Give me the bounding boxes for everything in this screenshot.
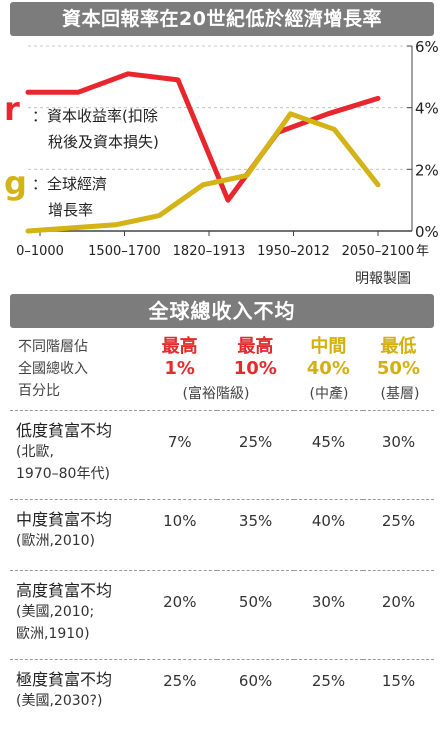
table-cell: 25% — [217, 411, 294, 500]
table-cell: 25% — [142, 660, 217, 731]
row-subtitle: 1970–80年代) — [16, 463, 142, 485]
income-inequality-rows: 低度貧富不均 (北歐, 1970–80年代) 7% 25% 45% 30% 中度… — [10, 410, 434, 731]
cell-value: 50% — [217, 571, 294, 611]
table-row: 低度貧富不均 (北歐, 1970–80年代) 7% 25% 45% 30% — [10, 411, 434, 500]
cell-value: 45% — [294, 411, 363, 451]
table-cell: 45% — [294, 411, 363, 500]
column-label: 最高 — [237, 336, 273, 357]
cell-value: 25% — [363, 500, 434, 530]
y-tick-label: 2% — [415, 161, 439, 179]
legend-text-r: 稅後及資本損失) — [48, 133, 159, 151]
subheader-wealthy: (富裕階級) — [138, 383, 294, 403]
legend-text-g: ：全球經濟 — [32, 175, 107, 193]
row-label: 低度貧富不均 (北歐, 1970–80年代) — [10, 411, 142, 500]
table-cell: 35% — [217, 500, 294, 571]
table-row: 極度貧富不均 (美國,2030?) 25% 60% 25% 15% — [10, 660, 434, 731]
x-axis-suffix: 年 — [416, 244, 429, 259]
table-cell: 25% — [363, 500, 434, 571]
row-title: 極度貧富不均 — [16, 670, 142, 690]
row-title: 高度貧富不均 — [16, 581, 142, 601]
header-label-line: 全國總收入 — [18, 358, 142, 380]
legend-text-g: 增長率 — [48, 201, 93, 219]
cell-value: 30% — [294, 571, 363, 611]
row-title: 中度貧富不均 — [16, 510, 142, 530]
table-cell: 50% — [217, 571, 294, 660]
cell-value: 20% — [363, 571, 434, 611]
x-tick-label: 1500–1700 — [88, 244, 161, 259]
table-row: 中度貧富不均 (歐洲,2010) 10% 35% 40% 25% — [10, 500, 434, 571]
row-title: 低度貧富不均 — [16, 421, 142, 441]
row-label: 極度貧富不均 (美國,2030?) — [10, 660, 142, 731]
column-value: 10% — [217, 358, 294, 380]
y-tick-label: 4% — [415, 100, 439, 118]
legend-letter-r: r — [4, 90, 20, 128]
table-cell: 15% — [363, 660, 434, 731]
table-cell: 25% — [294, 660, 363, 731]
row-subtitle: (美國,2030?) — [16, 690, 142, 712]
credit-label: 明報製圖 — [355, 268, 411, 288]
row-label: 中度貧富不均 (歐洲,2010) — [10, 500, 142, 571]
subheader-base: (基層) — [364, 383, 436, 403]
table-cell: 40% — [294, 500, 363, 571]
row-label: 高度貧富不均 (美國,2010; 歐洲,1910) — [10, 571, 142, 660]
line-chart: 0% 2% 4% 6% 0–1000 1500–1700 1820–1913 1950–201… — [0, 0, 444, 292]
header-label-line: 百分比 — [18, 380, 142, 402]
legend-text-r: ：資本收益率(扣除 — [32, 107, 158, 125]
cell-value: 20% — [142, 571, 217, 611]
cell-value: 10% — [142, 500, 217, 530]
column-label: 最高 — [162, 336, 198, 357]
table-cell: 10% — [142, 500, 217, 571]
table-cell: 7% — [142, 411, 217, 500]
cell-value: 25% — [142, 660, 217, 690]
x-tick-label: 1820–1913 — [173, 244, 246, 259]
cell-value: 60% — [217, 660, 294, 690]
x-tick-label: 2050–2100 — [342, 244, 415, 259]
column-label: 中間 — [310, 336, 346, 357]
header-label-line: 不同階層佔 — [18, 336, 142, 358]
table-cell: 20% — [142, 571, 217, 660]
row-subtitle: (北歐, — [16, 441, 142, 463]
table-row: 高度貧富不均 (美國,2010; 歐洲,1910) 20% 50% 30% 20… — [10, 571, 434, 660]
legend-letter-g: g — [4, 164, 27, 202]
cell-value: 25% — [217, 411, 294, 451]
cell-value: 30% — [363, 411, 434, 451]
column-label: 最低 — [380, 336, 416, 357]
row-subtitle: 歐洲,1910) — [16, 623, 142, 645]
y-tick-label: 0% — [415, 223, 439, 241]
section-title: 全球總收入不均 — [10, 294, 434, 328]
y-tick-label: 6% — [415, 38, 439, 56]
cell-value: 25% — [294, 660, 363, 690]
table-cell: 20% — [363, 571, 434, 660]
x-tick-label: 0–1000 — [16, 244, 64, 259]
cell-value: 7% — [142, 411, 217, 451]
subheader-middle: (中產) — [294, 383, 364, 403]
table-cell: 30% — [294, 571, 363, 660]
row-subtitle: (美國,2010; — [16, 601, 142, 623]
column-value: 40% — [294, 358, 363, 380]
table-cell: 60% — [217, 660, 294, 731]
table-cell: 30% — [363, 411, 434, 500]
column-value: 50% — [363, 358, 434, 380]
column-value: 1% — [142, 358, 217, 380]
table-header-label: 不同階層佔 全國總收入 百分比 — [10, 332, 142, 406]
x-tick-label: 1950–2012 — [257, 244, 330, 259]
cell-value: 40% — [294, 500, 363, 530]
row-subtitle: (歐洲,2010) — [16, 530, 142, 552]
cell-value: 15% — [363, 660, 434, 690]
cell-value: 35% — [217, 500, 294, 530]
